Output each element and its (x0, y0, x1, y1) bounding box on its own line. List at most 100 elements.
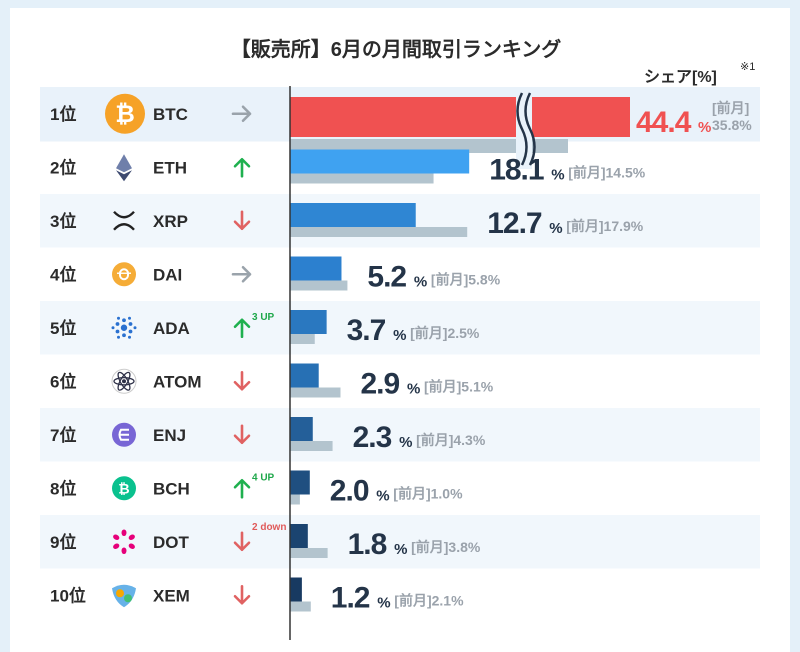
value-label: 5.2 (367, 260, 406, 293)
cardano-icon-dot (117, 335, 120, 339)
nem-icon (112, 584, 136, 608)
nem-icon-dot-a (116, 589, 124, 598)
ethereum-icon-top (116, 154, 132, 173)
rank-label: 3位 (50, 211, 76, 231)
value-unit: % (377, 594, 390, 611)
prev-month-bar (290, 441, 333, 451)
polkadot-icon-dot (121, 529, 127, 537)
prev-month-tag: [前月] (712, 100, 749, 116)
cardano-icon-dot (128, 322, 133, 326)
value-label: 44.4 (636, 106, 692, 139)
polkadot-icon-dot (128, 543, 135, 549)
coin-symbol: DAI (153, 265, 182, 284)
rank-label: 1位 (50, 104, 76, 124)
trend-down-arrow-icon (233, 210, 251, 231)
trend-up-arrow-icon (233, 478, 251, 499)
prev-month-value: [前月]17.9% (566, 218, 644, 234)
row-background (40, 515, 760, 569)
polkadot-icon (113, 529, 135, 555)
prev-month-bar (290, 548, 328, 558)
value-unit: % (551, 166, 564, 183)
value-label: 18.1 (489, 153, 544, 186)
trend-down-arrow-icon (233, 424, 251, 445)
current-bar (290, 203, 416, 227)
cardano-icon-dot (115, 329, 120, 334)
trend-up-arrow-icon (233, 157, 251, 178)
current-bar (290, 97, 630, 137)
prev-month-value: [前月]2.5% (410, 325, 480, 341)
footnote-mark: ※1 (740, 61, 755, 73)
cardano-icon-dot (111, 326, 115, 330)
cardano-icon-dot (122, 333, 126, 338)
bitcoin-icon: ₿ (105, 93, 145, 134)
coin-symbol: ETH (153, 158, 187, 177)
xrp-icon-shape (113, 210, 135, 231)
rank-label: 9位 (50, 532, 76, 552)
value-label: 3.7 (347, 314, 386, 347)
bitcoin-icon-circle (105, 93, 145, 134)
current-bar (290, 524, 308, 548)
prev-month-value: [前月]1.0% (393, 485, 463, 501)
current-bar (290, 310, 327, 334)
row-background (40, 301, 760, 355)
current-bar (290, 149, 470, 174)
rank-move-label: 3 UP (252, 312, 275, 323)
nem-icon-shape (112, 584, 136, 608)
trend-up-arrow-icon (233, 318, 251, 339)
ethereum-icon (116, 154, 132, 182)
prev-month-value: [前月]5.8% (431, 271, 501, 287)
cosmos-icon-orbit (117, 371, 131, 391)
prev-month-value: [前月]4.3% (416, 432, 486, 448)
trend-down-arrow-icon (233, 531, 251, 552)
polkadot-icon-dot (121, 547, 127, 555)
trend-down-arrow-icon (233, 370, 251, 391)
prev-month-bar (290, 601, 311, 612)
cardano-icon-dot (128, 329, 133, 334)
rank-label: 7位 (50, 425, 76, 445)
prev-month-value: [前月]2.1% (394, 592, 464, 608)
coin-symbol: BCH (153, 479, 190, 498)
axis-break-mark (524, 92, 536, 166)
prev-month-bar (290, 387, 341, 398)
prev-month-bar (290, 334, 315, 344)
cardano-icon-dot (115, 322, 120, 326)
dai-icon (112, 262, 136, 287)
value-label: 12.7 (487, 207, 542, 240)
dai-icon-d (119, 268, 129, 281)
polkadot-icon-dot (128, 534, 135, 540)
rank-label: 2位 (50, 157, 76, 177)
coin-symbol: XRP (153, 212, 188, 231)
value-unit: % (698, 119, 711, 136)
polkadot-icon-dot (113, 534, 120, 540)
current-bar (290, 363, 319, 388)
value-unit: % (376, 487, 389, 504)
prev-month-value: 35.8% (712, 117, 752, 133)
current-bar (290, 470, 310, 495)
value-unit: % (394, 541, 407, 558)
enjin-icon (112, 422, 136, 447)
value-label: 2.9 (360, 367, 399, 400)
coin-symbol: BTC (153, 105, 188, 124)
axis-break-gap (516, 91, 532, 169)
coin-symbol: ENJ (153, 426, 186, 445)
current-bar (290, 577, 302, 602)
cardano-icon-dot (128, 316, 131, 320)
chart-title: 【販売所】6月の月間取引ランキング (231, 37, 562, 61)
xrp-icon (113, 210, 135, 231)
prev-month-bar (290, 227, 468, 237)
trend-flat-arrow-icon (231, 105, 252, 123)
row-background (40, 408, 760, 462)
cosmos-icon-core (122, 379, 126, 384)
coin-symbol: XEM (153, 586, 190, 605)
ethereum-icon-bottom (116, 170, 132, 182)
value-unit: % (399, 434, 412, 451)
coin-symbol: ATOM (153, 372, 201, 391)
share-label: シェア[%] (644, 69, 717, 86)
prev-month-value: [前月]14.5% (568, 164, 646, 180)
value-label: 2.3 (353, 421, 392, 454)
cardano-icon (111, 316, 137, 339)
cardano-icon-dot (122, 318, 126, 323)
bitcoin-cash-icon-circle (112, 476, 136, 501)
rank-move-label: 2 down (252, 522, 286, 533)
prev-month-bar (290, 494, 300, 505)
